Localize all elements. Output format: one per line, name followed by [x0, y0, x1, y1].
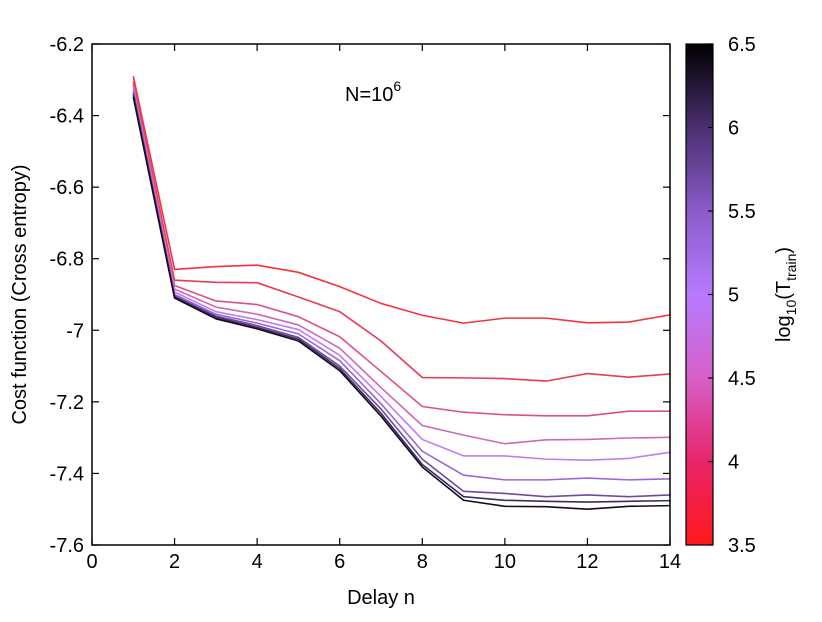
colorbar-tick-label-2: 4.5 [728, 368, 756, 390]
x-tick-label-2: 4 [252, 551, 263, 573]
series-line-1 [132, 81, 671, 382]
series-layer [132, 76, 671, 511]
colorbar-label: log10(Ttrain) [773, 247, 799, 342]
x-tick-label-5: 10 [494, 551, 516, 573]
plot-frame [91, 43, 671, 546]
y-axis-ticks: -6.2 -6.4 -6.6 -6.8 -7 -7.2 -7.4 -7.6 [50, 34, 670, 557]
colorbar-label-base: log [773, 315, 795, 342]
x-axis-ticks: 0 2 4 6 8 10 12 14 [86, 44, 681, 573]
sample-size-annotation: N=106 [345, 78, 401, 106]
series-line-4 [132, 88, 671, 461]
y-tick-label-7: -7.6 [50, 535, 84, 557]
series-line-8 [132, 96, 671, 511]
colorbar-tick-label-1: 4 [728, 452, 739, 474]
x-axis-label: Delay n [347, 587, 415, 609]
annotation-base: N=10 [345, 84, 393, 106]
colorbar-tick-label-4: 5.5 [728, 201, 756, 223]
colorbar-tick-label-6: 6.5 [728, 34, 756, 56]
y-tick-label-0: -6.2 [50, 34, 84, 56]
annotation-exponent: 6 [393, 78, 401, 94]
y-tick-label-6: -7.4 [50, 463, 84, 485]
x-tick-label-3: 6 [334, 551, 345, 573]
x-tick-label-4: 8 [417, 551, 428, 573]
x-tick-label-6: 12 [576, 551, 598, 573]
colorbar-label-open: (T [773, 281, 795, 300]
colorbar-ticks: 3.5 4 4.5 5 5.5 6 6.5 [708, 34, 756, 557]
series-line-5 [132, 90, 671, 481]
x-tick-label-1: 2 [169, 551, 180, 573]
y-tick-label-4: -7 [66, 320, 84, 342]
y-tick-label-5: -7.2 [50, 392, 84, 414]
colorbar-tick-label-5: 6 [728, 118, 739, 140]
series-line-7 [132, 94, 671, 503]
series-line-3 [132, 86, 671, 445]
colorbar-tick-label-0: 3.5 [728, 535, 756, 557]
colorbar-label-sub2: train [783, 254, 799, 281]
y-axis-label: Cost function (Cross entropy) [9, 164, 31, 424]
colorbar-label-sub: 10 [783, 300, 799, 316]
x-tick-label-0: 0 [86, 551, 97, 573]
series-line-2 [132, 83, 670, 417]
y-tick-label-1: -6.4 [50, 106, 84, 128]
series-line-6 [132, 92, 671, 498]
y-tick-label-3: -6.8 [50, 249, 84, 271]
colorbar-label-close: ) [773, 247, 795, 254]
y-tick-label-2: -6.6 [50, 177, 84, 199]
colorbar-tick-label-3: 5 [728, 285, 739, 307]
x-tick-label-7: 14 [659, 551, 681, 573]
series-line-0 [132, 76, 671, 324]
